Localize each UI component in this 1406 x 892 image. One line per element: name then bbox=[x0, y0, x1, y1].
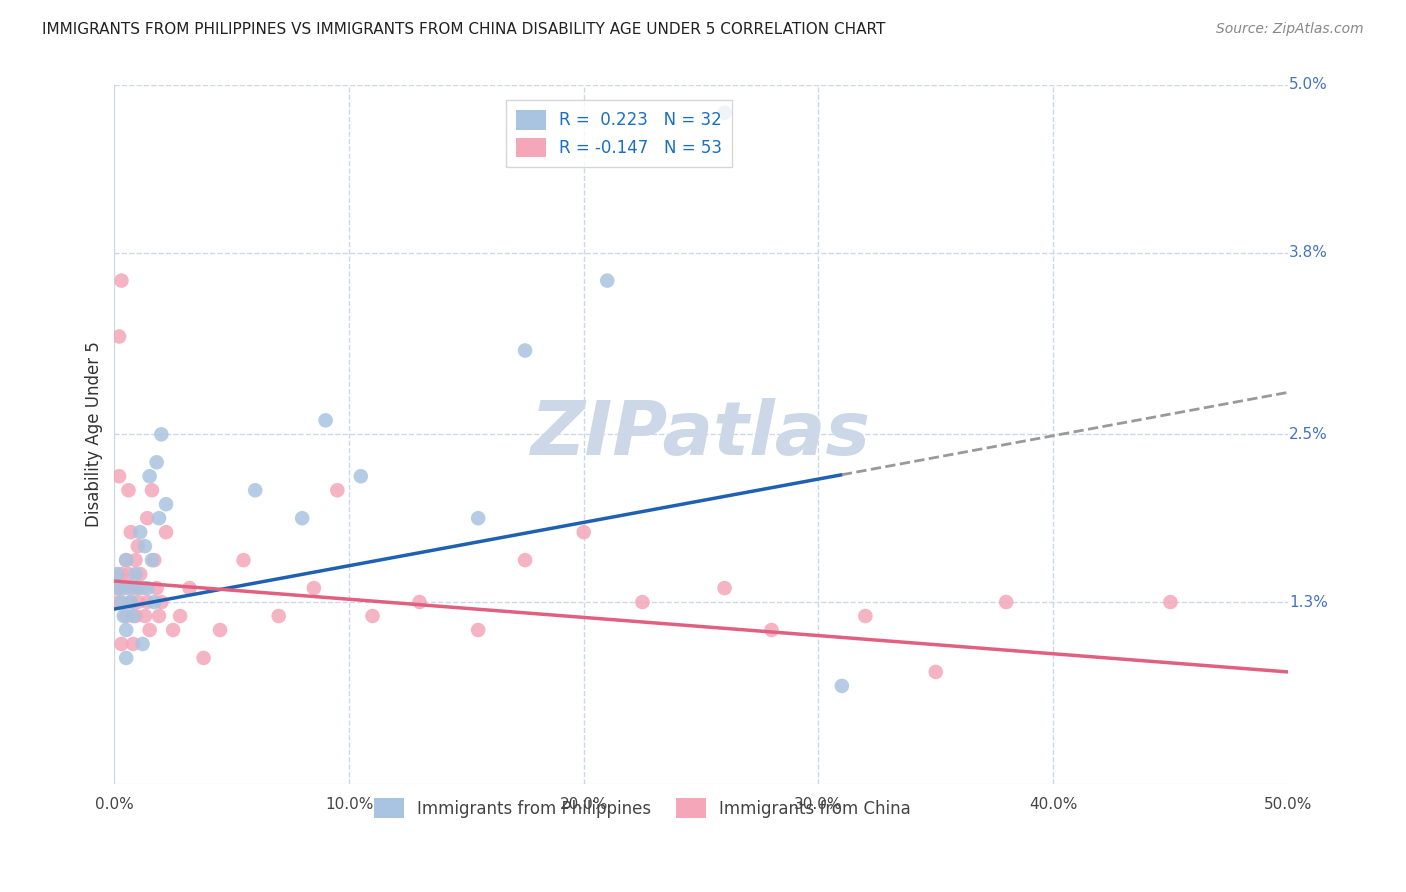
Point bbox=[315, 413, 337, 427]
Point bbox=[110, 567, 132, 582]
Text: ZIPatlas: ZIPatlas bbox=[531, 398, 872, 471]
Point bbox=[148, 511, 170, 525]
Point bbox=[169, 609, 191, 624]
Point bbox=[162, 623, 184, 637]
Point bbox=[713, 106, 735, 120]
Text: IMMIGRANTS FROM PHILIPPINES VS IMMIGRANTS FROM CHINA DISABILITY AGE UNDER 5 CORR: IMMIGRANTS FROM PHILIPPINES VS IMMIGRANT… bbox=[42, 22, 886, 37]
Point bbox=[596, 274, 619, 288]
Point bbox=[108, 469, 131, 483]
Point bbox=[108, 595, 131, 609]
Point bbox=[115, 651, 138, 665]
Point bbox=[141, 483, 163, 498]
Point bbox=[1159, 595, 1181, 609]
Y-axis label: Disability Age Under 5: Disability Age Under 5 bbox=[86, 342, 103, 527]
Point bbox=[143, 553, 166, 567]
Point bbox=[513, 343, 536, 358]
Point bbox=[136, 581, 159, 595]
Point bbox=[131, 637, 153, 651]
Legend: Immigrants from Philippines, Immigrants from China: Immigrants from Philippines, Immigrants … bbox=[367, 792, 918, 824]
Point bbox=[145, 455, 167, 469]
Point bbox=[138, 469, 160, 483]
Point bbox=[122, 609, 145, 624]
Point bbox=[467, 623, 489, 637]
Point bbox=[408, 595, 430, 609]
Point bbox=[155, 525, 177, 540]
Point bbox=[761, 623, 783, 637]
Point bbox=[124, 553, 146, 567]
Point bbox=[831, 679, 853, 693]
Point bbox=[117, 581, 139, 595]
Point bbox=[105, 581, 128, 595]
Point bbox=[110, 637, 132, 651]
Point bbox=[131, 581, 153, 595]
Point bbox=[138, 623, 160, 637]
Point bbox=[350, 469, 373, 483]
Point bbox=[232, 553, 254, 567]
Point bbox=[134, 609, 156, 624]
Point bbox=[572, 525, 595, 540]
Point bbox=[120, 595, 142, 609]
Point bbox=[150, 595, 173, 609]
Point bbox=[925, 665, 948, 679]
Point bbox=[136, 595, 159, 609]
Point bbox=[245, 483, 267, 498]
Point bbox=[127, 581, 149, 595]
Point bbox=[326, 483, 349, 498]
Point bbox=[713, 581, 735, 595]
Point bbox=[467, 511, 489, 525]
Point bbox=[120, 595, 142, 609]
Point bbox=[150, 427, 173, 442]
Text: 1.3%: 1.3% bbox=[1289, 595, 1327, 609]
Point bbox=[148, 609, 170, 624]
Point bbox=[155, 497, 177, 511]
Point bbox=[108, 581, 131, 595]
Point bbox=[122, 581, 145, 595]
Point bbox=[291, 511, 314, 525]
Point bbox=[127, 539, 149, 553]
Point bbox=[117, 567, 139, 582]
Point bbox=[267, 609, 290, 624]
Point bbox=[179, 581, 201, 595]
Point bbox=[513, 553, 536, 567]
Point bbox=[110, 595, 132, 609]
Text: Source: ZipAtlas.com: Source: ZipAtlas.com bbox=[1216, 22, 1364, 37]
Point bbox=[108, 329, 131, 343]
Point bbox=[141, 553, 163, 567]
Point bbox=[105, 567, 128, 582]
Point bbox=[110, 274, 132, 288]
Point bbox=[115, 609, 138, 624]
Point bbox=[208, 623, 231, 637]
Point bbox=[631, 595, 654, 609]
Point bbox=[136, 511, 159, 525]
Point bbox=[122, 637, 145, 651]
Point bbox=[853, 609, 876, 624]
Point bbox=[124, 609, 146, 624]
Point bbox=[115, 623, 138, 637]
Point bbox=[145, 581, 167, 595]
Text: 5.0%: 5.0% bbox=[1289, 78, 1327, 93]
Point bbox=[134, 539, 156, 553]
Text: 2.5%: 2.5% bbox=[1289, 427, 1327, 442]
Point bbox=[115, 553, 138, 567]
Point bbox=[124, 567, 146, 582]
Point bbox=[361, 609, 384, 624]
Point bbox=[120, 525, 142, 540]
Point bbox=[302, 581, 325, 595]
Point bbox=[143, 595, 166, 609]
Text: 3.8%: 3.8% bbox=[1289, 245, 1327, 260]
Point bbox=[129, 525, 152, 540]
Point bbox=[127, 595, 149, 609]
Point bbox=[117, 483, 139, 498]
Point bbox=[129, 567, 152, 582]
Point bbox=[995, 595, 1018, 609]
Point bbox=[115, 553, 138, 567]
Point bbox=[112, 609, 135, 624]
Point bbox=[112, 581, 135, 595]
Point bbox=[193, 651, 215, 665]
